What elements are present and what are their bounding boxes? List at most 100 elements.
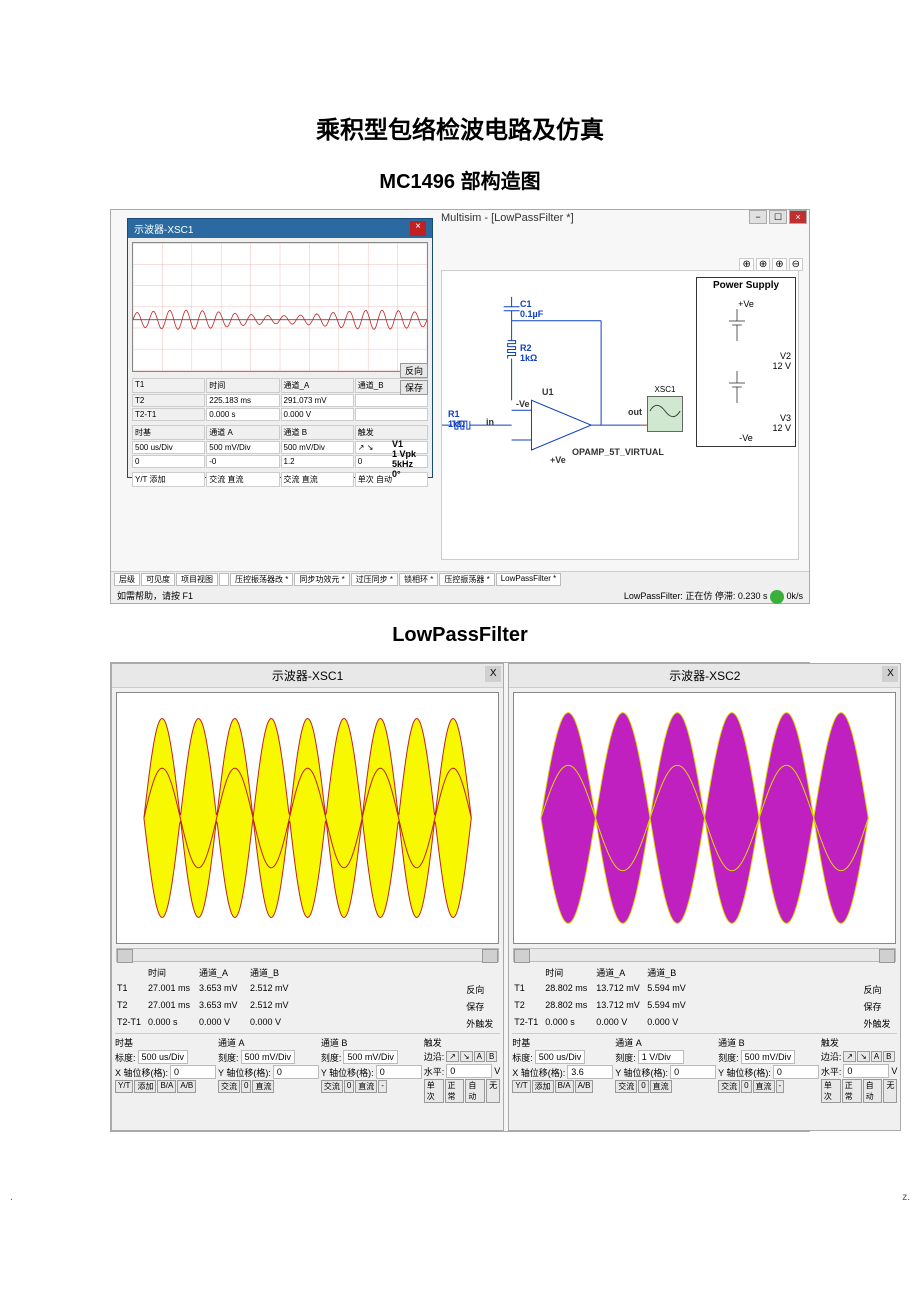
mode-btns-1[interactable]: Y/T 添加 <box>132 472 205 487</box>
close-icon[interactable]: X <box>485 666 501 682</box>
circuit-canvas[interactable]: C10.1µF R21kΩ R11kΩ in -Ve U1 +Ve OPAMP_… <box>441 270 799 560</box>
edge-a-button[interactable]: A <box>871 1051 882 1062</box>
edge-rise-icon[interactable]: ↗ <box>358 443 365 452</box>
ab-button[interactable]: A/B <box>177 1080 196 1093</box>
auto-button[interactable]: 自动 <box>863 1079 883 1103</box>
maximize-button[interactable]: ☐ <box>769 210 787 224</box>
edge-a-button[interactable]: A <box>474 1051 485 1062</box>
cha-scale-input[interactable]: 500 mV/Div <box>241 1050 296 1064</box>
cha-scale[interactable]: 500 mV/Div <box>206 441 279 454</box>
ac-button[interactable]: 交流 <box>218 1080 240 1093</box>
close-icon[interactable]: × <box>410 221 426 236</box>
zero-button[interactable]: 0 <box>344 1080 354 1093</box>
dt-label: T2-T1 <box>512 1016 542 1031</box>
none-button[interactable]: 无 <box>883 1079 897 1103</box>
timebase-scale-input[interactable]: 500 us/Div <box>138 1050 189 1064</box>
save-button[interactable]: 保存 <box>861 999 897 1014</box>
mode-btns-3[interactable]: 交流 直流 <box>281 472 354 487</box>
add-button[interactable]: 添加 <box>532 1080 554 1093</box>
chb-scale-input[interactable]: 500 mV/Div <box>343 1050 398 1064</box>
normal-button[interactable]: 正常 <box>445 1079 465 1103</box>
chb-scale[interactable]: 500 mV/Div <box>281 441 354 454</box>
edge-b-button[interactable]: B <box>883 1051 894 1062</box>
tab-file[interactable]: 同步功效元 * <box>294 573 349 586</box>
dc-button[interactable]: 直流 <box>227 475 243 484</box>
tab-visibility[interactable]: 可见度 <box>141 573 175 586</box>
tab-file[interactable]: LowPassFilter * <box>496 573 562 586</box>
auto-button[interactable]: 自动 <box>465 1079 485 1103</box>
minimize-button[interactable]: − <box>749 210 767 224</box>
auto-button[interactable]: 自动 <box>376 475 392 484</box>
tab-project[interactable]: 项目视图 <box>176 573 218 586</box>
reverse-button[interactable]: 反向 <box>400 363 428 378</box>
chb-ypos-input[interactable]: 0 <box>376 1065 422 1079</box>
single-button[interactable]: 单次 <box>358 475 374 484</box>
chb-ypos[interactable]: 1.2 <box>281 455 354 468</box>
none-button[interactable]: 无 <box>486 1079 500 1103</box>
dc-button[interactable]: 直流 <box>355 1080 377 1093</box>
edge-rise-icon[interactable]: ↗ <box>446 1051 459 1062</box>
edge-fall-icon[interactable]: ↘ <box>460 1051 473 1062</box>
xsc1-instrument[interactable]: XSC1 <box>647 396 683 432</box>
yt-button[interactable]: Y/T <box>512 1080 530 1093</box>
zero-button[interactable]: 0 <box>741 1080 751 1093</box>
yt-button[interactable]: Y/T <box>135 475 147 484</box>
cha-scale-input[interactable]: 1 V/Div <box>638 1050 684 1064</box>
reverse-button[interactable]: 反向 <box>861 982 897 997</box>
tab-file[interactable]: 压控振荡器 * <box>439 573 494 586</box>
cha-ypos-input[interactable]: 0 <box>670 1065 716 1079</box>
cha-ypos-input[interactable]: 0 <box>273 1065 319 1079</box>
single-button[interactable]: 单次 <box>821 1079 841 1103</box>
scrollbar[interactable] <box>116 948 499 962</box>
level-input[interactable]: 0 <box>446 1064 492 1078</box>
timebase-xpos[interactable]: 0 <box>132 455 205 468</box>
reverse-button[interactable]: 反向 <box>464 982 500 997</box>
ac-button[interactable]: 交流 <box>718 1080 740 1093</box>
add-button[interactable]: 添加 <box>134 1080 156 1093</box>
tab-layer[interactable]: 层级 <box>114 573 140 586</box>
yt-button[interactable]: Y/T <box>115 1080 133 1093</box>
timebase-scale[interactable]: 500 us/Div <box>132 441 205 454</box>
chb-ypos-input[interactable]: 0 <box>773 1065 819 1079</box>
edge-b-button[interactable]: B <box>486 1051 497 1062</box>
single-button[interactable]: 单次 <box>424 1079 444 1103</box>
tab-file[interactable]: 过压同步 * <box>351 573 398 586</box>
tab-file[interactable]: 锁相环 * <box>399 573 438 586</box>
cha-ypos[interactable]: -0 <box>206 455 279 468</box>
ab-button[interactable]: A/B <box>575 1080 594 1093</box>
add-button[interactable]: 添加 <box>150 475 166 484</box>
save-button[interactable]: 保存 <box>400 380 428 395</box>
scrollbar[interactable] <box>513 948 896 962</box>
ba-button[interactable]: B/A <box>157 1080 176 1093</box>
save-button[interactable]: 保存 <box>464 999 500 1014</box>
ba-button[interactable]: B/A <box>555 1080 574 1093</box>
dc-button[interactable]: 直流 <box>753 1080 775 1093</box>
tab-file[interactable]: 压控振荡器改 * <box>230 573 293 586</box>
ac-button[interactable]: 交流 <box>284 475 300 484</box>
zero-button[interactable]: 0 <box>241 1080 251 1093</box>
xpos-input[interactable]: 3.6 <box>567 1065 613 1079</box>
edge-rise-icon[interactable]: ↗ <box>843 1051 856 1062</box>
dc-button[interactable]: 直流 <box>302 475 318 484</box>
timebase-scale-input[interactable]: 500 us/Div <box>535 1050 586 1064</box>
level-input[interactable]: 0 <box>843 1064 889 1078</box>
dc-button[interactable]: 直流 <box>252 1080 274 1093</box>
edge-fall-icon[interactable]: ↘ <box>367 443 374 452</box>
scope-left-title[interactable]: 示波器-XSC1 X <box>112 664 503 688</box>
zero-button[interactable]: 0 <box>638 1080 648 1093</box>
close-icon[interactable]: X <box>882 666 898 682</box>
minus-button[interactable]: - <box>378 1080 387 1093</box>
ac-button[interactable]: 交流 <box>615 1080 637 1093</box>
minus-button[interactable]: - <box>776 1080 785 1093</box>
ac-button[interactable]: 交流 <box>209 475 225 484</box>
mode-btns-2[interactable]: 交流 直流 <box>206 472 279 487</box>
ac-button[interactable]: 交流 <box>321 1080 343 1093</box>
normal-button[interactable]: 正常 <box>842 1079 862 1103</box>
edge-fall-icon[interactable]: ↘ <box>857 1051 870 1062</box>
osc-titlebar[interactable]: 示波器-XSC1 × <box>128 219 432 238</box>
dc-button[interactable]: 直流 <box>650 1080 672 1093</box>
scope-right-title[interactable]: 示波器-XSC2 X <box>509 664 900 688</box>
chb-scale-input[interactable]: 500 mV/Div <box>741 1050 796 1064</box>
close-button[interactable]: × <box>789 210 807 224</box>
xpos-input[interactable]: 0 <box>170 1065 216 1079</box>
